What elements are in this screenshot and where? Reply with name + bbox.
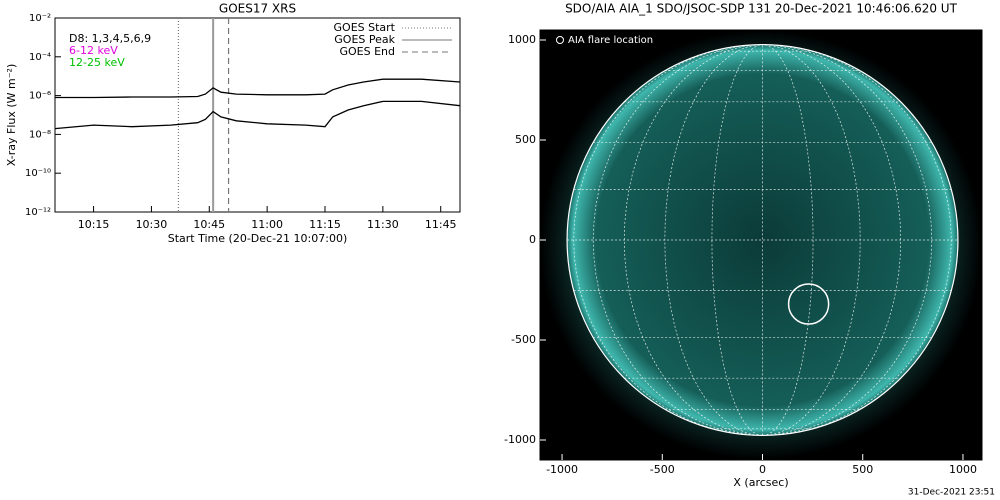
chart-title: SDO/AIA AIA_1 SDO/JSOC-SDP 131 20-Dec-20… [565,2,958,16]
meridian [762,44,933,436]
x-tick-label: 10:45 [193,218,225,231]
series-line [54,100,461,130]
x-tick-label: -500 [650,463,675,476]
x-axis-label: Start Time (20-Dec-21 10:07:00) [168,232,348,245]
x-tick-label: 10:30 [136,218,168,231]
x-tick-label: 11:00 [251,218,283,231]
x-tick-label: 11:30 [367,218,399,231]
x-tick-label: 11:45 [425,218,457,231]
x-tick-label: 500 [852,463,873,476]
y-tick-label: 10⁻¹² [25,207,51,218]
legend-marker [556,36,564,44]
y-tick-label: 10⁻⁴ [29,52,51,63]
x-tick-label: 1000 [949,463,977,476]
footer: 31-Dec-2021 23:51 [908,488,995,498]
legend-label: GOES Start [334,21,396,34]
y-tick-label: 10⁻⁶ [29,91,51,102]
series-line [55,78,461,99]
annotation: D8: 1,3,4,5,6,9 [69,32,151,45]
y-tick-label: 1000 [508,33,536,46]
meridian [762,44,902,436]
legend-label: GOES Peak [334,33,395,46]
annotation: 6-12 keV [69,44,118,57]
meridian [573,44,763,436]
y-tick-label: 500 [515,133,536,146]
annotation: 12-25 keV [69,56,125,69]
x-tick-label: 10:15 [78,218,110,231]
y-tick-label: 0 [529,233,536,246]
heliographic-grid [567,44,958,436]
y-axis-label: X-ray Flux (W m⁻²) [5,64,18,166]
x-tick-label: 0 [759,463,766,476]
y-tick-label: 10⁻¹⁰ [25,168,51,179]
legend-label: AIA flare location [568,35,653,46]
y-tick-label: 10⁻⁸ [29,129,51,140]
legend-label: GOES End [339,45,395,58]
plot-frame [54,17,461,213]
flare-marker [787,283,830,325]
x-axis-label: X (arcsec) [733,476,788,489]
plot-frame [539,29,983,461]
x-tick-label: 11:15 [309,218,341,231]
chart-title: GOES17 XRS [219,2,296,16]
y-tick-label: 10⁻² [29,13,51,24]
y-tick-label: -500 [511,333,536,346]
x-tick-label: -1000 [546,463,578,476]
y-tick-label: -1000 [504,433,536,446]
